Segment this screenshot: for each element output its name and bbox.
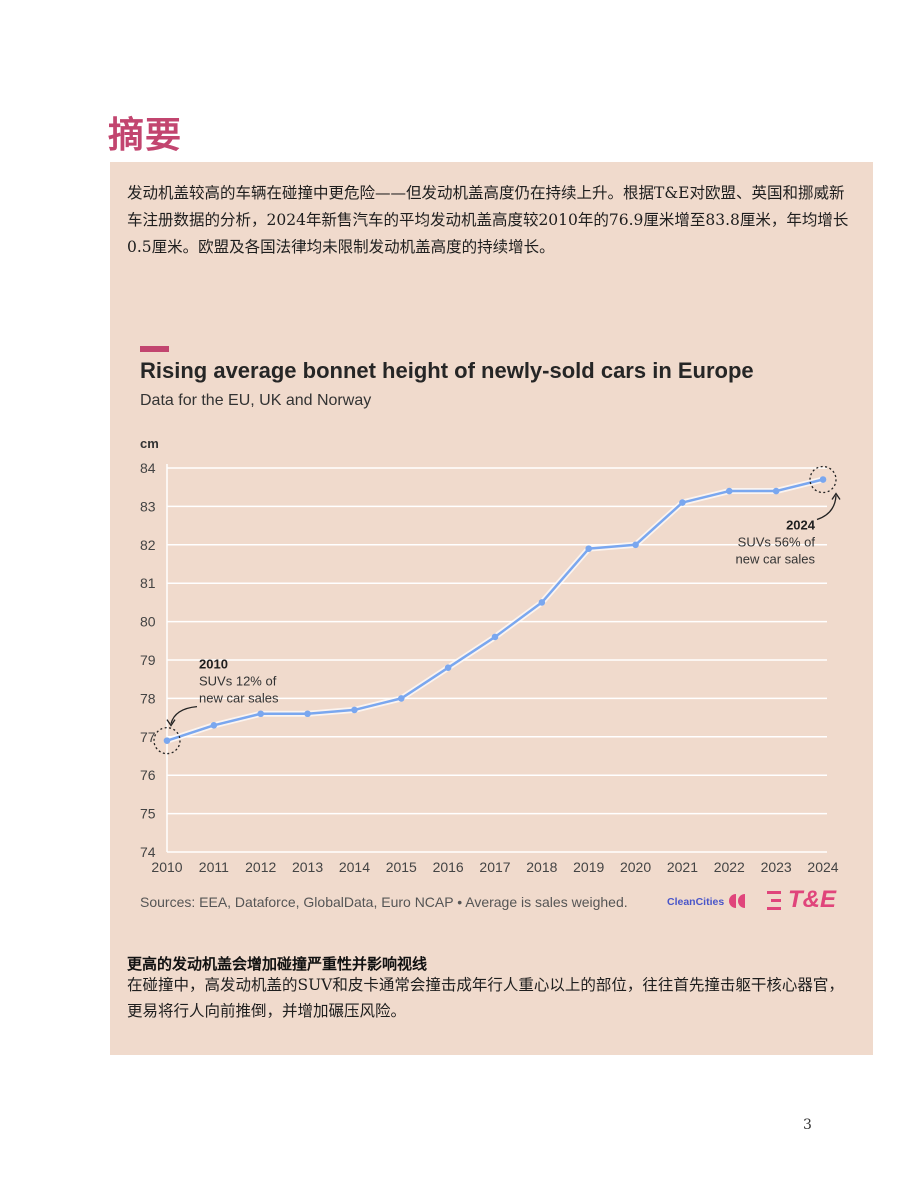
chart-title: Rising average bonnet height of newly-so… [140,358,754,383]
sub-paragraph: 在碰撞中，高发动机盖的SUV和皮卡通常会撞击成年行人重心以上的部位，往往首先撞击… [127,976,844,1020]
sub-heading: 更高的发动机盖会增加碰撞严重性并影响视线 [127,955,428,973]
y-tick-label: 79 [140,652,156,668]
data-point [679,499,686,506]
summary-panel [110,162,873,1055]
y-tick-label: 82 [140,537,156,553]
highlight-circle [809,465,837,494]
data-point [397,695,405,702]
data-point [772,487,780,495]
chart-subtitle: Data for the EU, UK and Norway [140,392,372,409]
y-tick-label: 78 [140,690,156,706]
y-tick-label: 77 [140,729,156,745]
x-tick-label: 2014 [339,859,370,875]
data-point [257,710,265,718]
chart-accent-bar [140,346,169,352]
x-tick-label: 2012 [245,859,276,875]
data-point [163,737,171,744]
annotation-line: SUVs 12% of [199,674,277,689]
x-tick-label: 2024 [807,859,838,875]
y-axis-unit-label: cm [140,436,159,451]
data-point [819,476,827,483]
intro-paragraph: 发动机盖较高的车辆在碰撞中更危险——但发动机盖高度仍在持续上升。根据T&E对欧盟… [127,184,849,256]
y-tick-label: 83 [140,498,156,514]
cleancities-mark-icon [729,894,745,908]
bonnet-height-chart: Rising average bonnet height of newly-so… [125,336,860,926]
data-point [491,633,499,641]
y-tick-label: 81 [140,575,156,591]
x-tick-label: 2013 [292,859,323,875]
y-tick-label: 74 [140,844,156,860]
annotation-title: 2024 [786,518,816,533]
y-tick-label: 80 [140,614,156,630]
x-tick-label: 2016 [433,859,464,875]
data-point [725,487,733,495]
x-tick-label: 2022 [714,859,745,875]
y-tick-label: 76 [140,767,156,783]
data-point [632,541,639,549]
x-tick-label: 2017 [479,859,510,875]
x-tick-label: 2011 [199,859,229,875]
data-point [351,706,358,714]
y-tick-label: 75 [140,806,156,822]
x-tick-label: 2023 [761,859,792,875]
highlight-circle [153,726,181,755]
x-tick-label: 2010 [151,859,182,875]
cleancities-logo: CleanCities [667,896,725,908]
x-tick-label: 2019 [573,859,604,875]
annotation-line: new car sales [199,691,279,706]
line-chart-svg: cm 74 75 76 77 78 79 80 81 82 83 84 2010 2011 2012 2013… [140,436,841,875]
x-tick-label: 2015 [386,859,417,875]
data-point [444,664,452,671]
x-tick-label: 2020 [620,859,651,875]
annotation-arrow [816,495,837,521]
annotation-arrowhead [166,719,176,727]
te-logo: T&E [788,886,836,913]
annotation-title: 2010 [199,657,228,672]
data-point [538,599,546,606]
annotation-line: SUVs 56% of [738,535,816,550]
annotation-arrow [170,705,198,724]
data-point [304,710,311,718]
y-tick-label: 84 [140,460,156,476]
page-number: 3 [803,1117,812,1133]
annotation-arrowhead [831,492,841,500]
x-tick-label: 2021 [667,859,698,875]
chart-sources: Sources: EEA, Dataforce, GlobalData, Eur… [140,894,628,910]
annotation-line: new car sales [736,552,816,567]
data-point [210,721,218,729]
x-tick-label: 2018 [526,859,557,875]
data-point [585,545,593,552]
page-heading: 摘要 [108,115,183,156]
te-mark-icon [767,891,781,910]
